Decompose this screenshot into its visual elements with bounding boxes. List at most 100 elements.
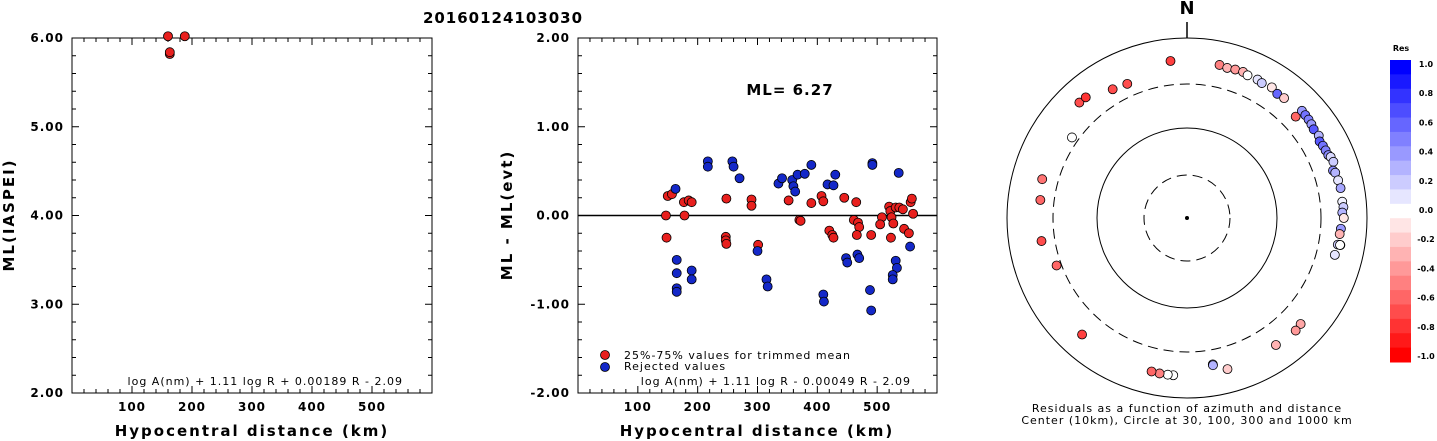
center-point [1185,216,1189,220]
data-point [762,281,773,292]
x-tick-label: 200 [684,400,712,414]
legend-label-trimmed: 25%-75% values for trimmed mean [624,349,851,362]
residual-point [1036,236,1047,246]
colorbar-cell [1390,318,1411,334]
data-point [897,204,908,215]
data-point [746,200,757,211]
colorbar-tick-label: -1.0 [1417,352,1435,361]
data-point [164,47,175,58]
data-points [661,156,918,316]
data-point [819,296,829,307]
y-tick-label: 6.00 [30,31,64,45]
residual-point [1222,364,1233,375]
colorbar-cell [1390,203,1411,219]
residual-point [1335,240,1345,250]
colorbar-cell [1390,261,1411,277]
colorbar: Res 1.0 0.8 0.6 0.4 0.2 0.0 -0.2 -0.4 -0.6 -0.8 -1… [1390,44,1435,363]
data-point [839,192,850,203]
data-point [163,31,173,42]
y-tick-label: 2.00 [30,386,64,400]
data-point [866,230,877,240]
data-point [679,210,690,221]
x-tick-label: 400 [803,400,831,414]
legend-marker-rejected [600,362,610,372]
residual-point [1154,368,1165,379]
legend: 25%-75% values for trimmed mean Rejected… [600,349,851,373]
colorbar-cell [1390,290,1411,305]
colorbar-cell [1390,189,1411,205]
data-point [851,230,862,240]
data-point [905,241,915,252]
y-tick-label: -1.00 [530,297,570,311]
data-point [795,215,806,226]
data-point [777,173,787,184]
y-tick-label: 4.00 [30,209,64,223]
data-point [734,173,745,184]
x-tick-label: 100 [624,400,652,414]
data-point [686,197,697,208]
data-point [806,198,817,208]
residual-point [1329,249,1340,260]
magnitude-formula: log A(nm) + 1.11 log R + 0.00189 R - 2.0… [128,375,403,388]
y-tick-label: 0.00 [536,209,570,223]
data-point [670,183,681,194]
y-tick-label: 5.00 [30,120,64,134]
x-tick-label: 500 [358,400,386,414]
data-point [867,160,878,170]
axis-ticks [578,37,937,394]
colorbar-tick-label: -0.6 [1417,294,1435,303]
colorbar-cell [1390,333,1411,349]
data-point [783,195,794,206]
colorbar-tick-label: 0.2 [1419,177,1433,186]
x-tick-label: 300 [238,400,266,414]
residual-point [1222,63,1233,73]
residual-point [1271,340,1281,350]
colorbar-tick-label: -0.2 [1417,235,1435,244]
residual-point [1266,82,1277,93]
colorbar-tick-label: 0.6 [1419,118,1434,127]
data-point [851,197,862,208]
x-tick-label: 300 [743,400,771,414]
x-tick-label: 400 [298,400,326,414]
tick-labels: 100 200 300 400 500 -2.00 -1.00 0.00 1.00 2.00 [530,31,891,414]
residual-point [1080,92,1091,103]
data-point [887,274,898,285]
data-point [865,285,875,295]
data-point [671,286,682,297]
data-point [752,246,763,256]
residual-point [1074,97,1085,108]
data-points [1035,56,1349,381]
colorbar-tick-label: 0.4 [1419,148,1434,157]
colorbar-tick-label: -0.4 [1417,264,1435,273]
data-point [721,193,732,204]
x-tick-label: 200 [178,400,206,414]
residual-point [1107,84,1118,95]
data-point [892,262,902,273]
data-point [728,161,739,172]
data-point [818,196,829,207]
colorbar-cell [1390,74,1411,90]
data-point [179,31,190,42]
colorbar-tick-label: 0.0 [1419,206,1434,215]
colorbar-cells [1390,60,1411,363]
x-tick-label: 500 [863,400,891,414]
colorbar-cell [1390,60,1411,75]
residual-point [1037,174,1048,185]
data-point [866,305,877,316]
residual-point [1146,366,1157,377]
data-point [806,160,817,170]
residual-point [1334,229,1345,239]
data-point [686,274,697,285]
colorbar-cell [1390,232,1411,248]
caption-line-2: Center (10km), Circle at 30, 100, 300 an… [1021,414,1352,427]
colorbar-tick-label: 0.8 [1419,89,1434,98]
data-point [702,161,713,172]
data-point [842,257,853,268]
colorbar-cell [1390,131,1411,147]
panel-ml-vs-distance: 100 200 300 400 500 2.00 3.00 4.00 5.00 6.00 Hypo… [0,31,433,440]
data-points [163,31,190,59]
data-point [828,180,839,191]
plot-frame [71,37,433,394]
x-axis-label: Hypocentral distance (km) [620,422,895,440]
axis-ticks [72,37,432,394]
